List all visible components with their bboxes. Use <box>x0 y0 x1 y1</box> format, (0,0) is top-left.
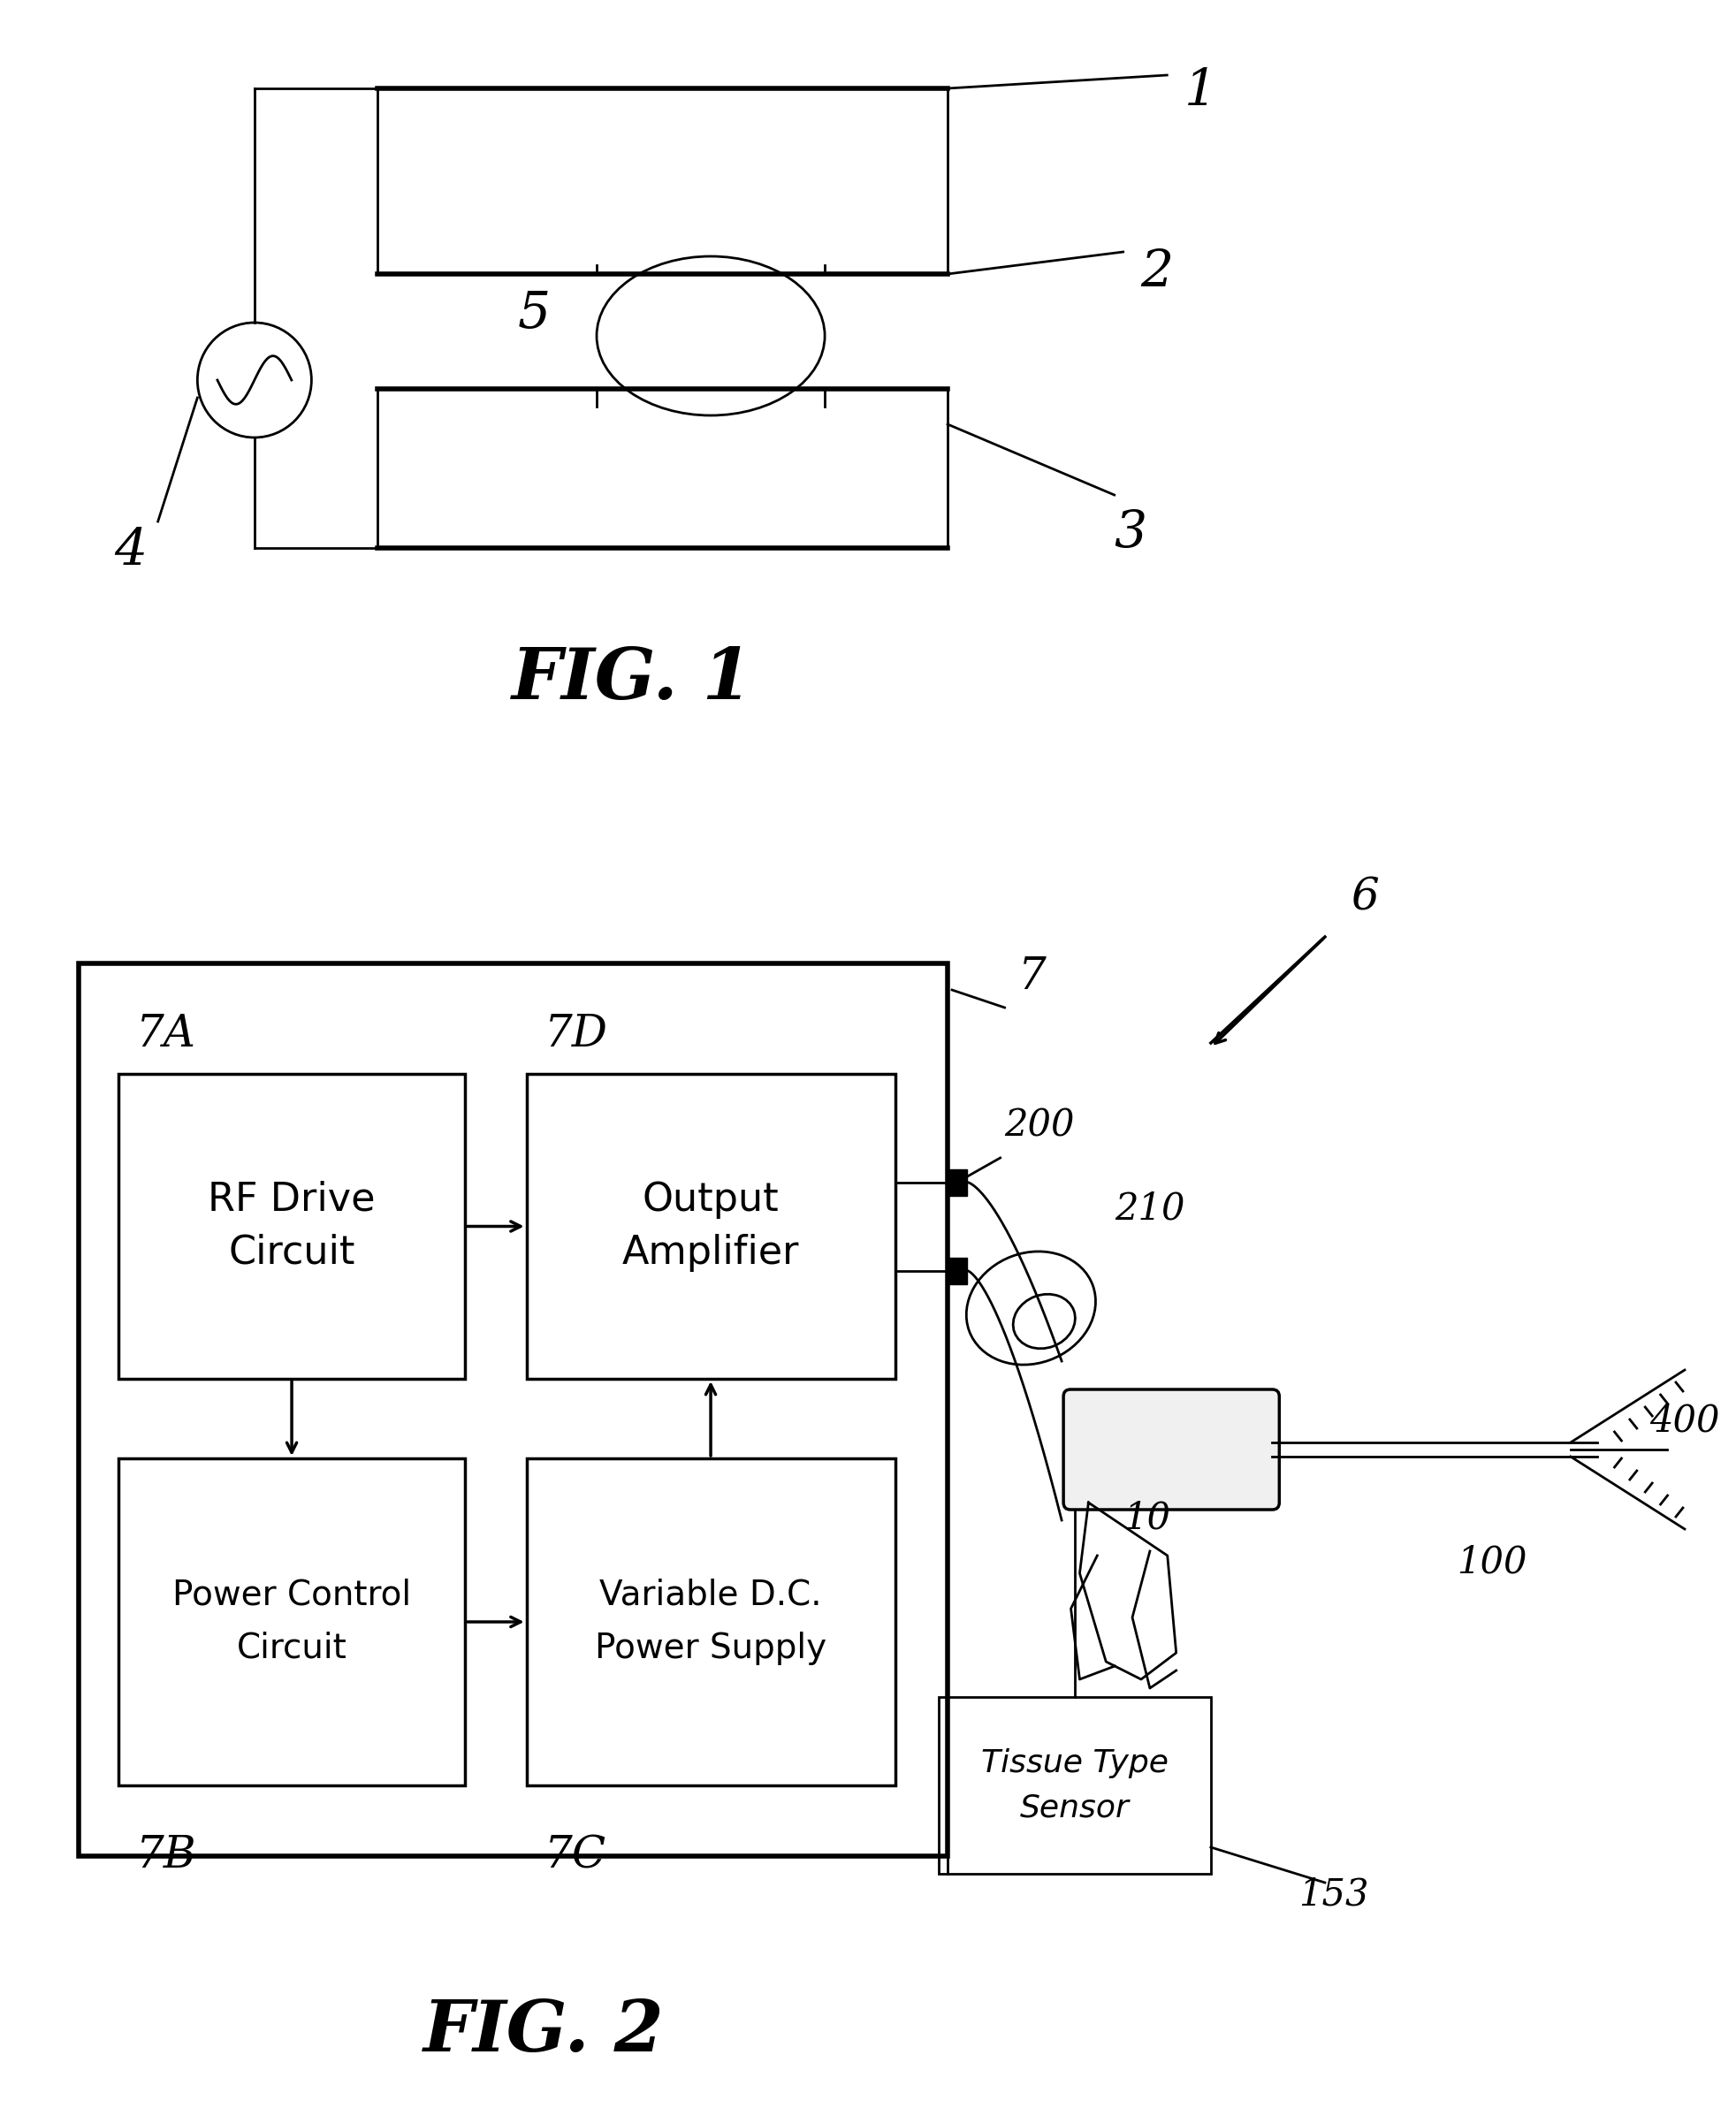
Text: 100: 100 <box>1457 1543 1526 1581</box>
Bar <box>948 1256 967 1284</box>
Text: 3: 3 <box>1115 508 1147 559</box>
Text: 7D: 7D <box>543 1012 608 1056</box>
Bar <box>526 1073 896 1379</box>
Bar <box>118 1459 465 1785</box>
Text: Variable D.C.: Variable D.C. <box>599 1579 821 1613</box>
Text: 4: 4 <box>115 525 148 575</box>
Text: 2: 2 <box>1141 247 1174 297</box>
Text: 200: 200 <box>1005 1107 1075 1145</box>
Text: Power Control: Power Control <box>172 1579 411 1613</box>
Text: RF Drive: RF Drive <box>208 1180 375 1218</box>
Text: 400: 400 <box>1649 1402 1720 1440</box>
Text: 153: 153 <box>1299 1876 1370 1912</box>
Bar <box>948 1170 967 1195</box>
Text: 7C: 7C <box>543 1834 606 1878</box>
Text: Sensor: Sensor <box>1021 1792 1130 1823</box>
Bar <box>78 963 948 1857</box>
Text: 210: 210 <box>1115 1191 1184 1227</box>
Text: 7: 7 <box>1017 955 1047 999</box>
Text: 6: 6 <box>1351 875 1380 919</box>
FancyBboxPatch shape <box>1064 1389 1279 1509</box>
Text: Tissue Type: Tissue Type <box>981 1748 1168 1779</box>
Text: FIG. 1: FIG. 1 <box>512 645 752 715</box>
Bar <box>526 1459 896 1785</box>
Text: Power Supply: Power Supply <box>595 1632 826 1665</box>
Text: 5: 5 <box>517 289 550 339</box>
Text: 7A: 7A <box>135 1012 196 1056</box>
Text: 1: 1 <box>1184 65 1217 116</box>
Bar <box>118 1073 465 1379</box>
Text: FIG. 2: FIG. 2 <box>424 1998 665 2066</box>
Text: Output: Output <box>642 1180 779 1218</box>
Text: 7B: 7B <box>135 1834 196 1878</box>
Text: 10: 10 <box>1123 1501 1170 1537</box>
Text: Amplifier: Amplifier <box>621 1233 799 1271</box>
Text: Circuit: Circuit <box>236 1632 347 1665</box>
Text: Circuit: Circuit <box>229 1233 356 1271</box>
Bar <box>939 1697 1210 1874</box>
